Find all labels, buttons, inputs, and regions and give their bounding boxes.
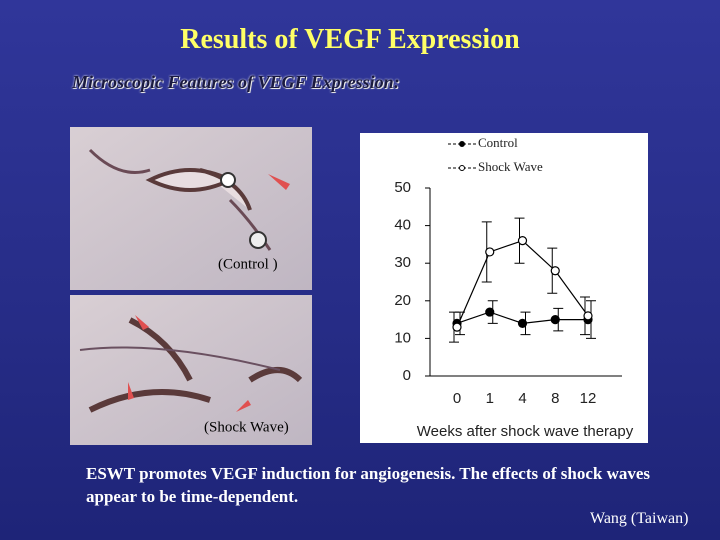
y-tick-label: 20 xyxy=(394,292,411,309)
caption: ESWT promotes VEGF induction for angioge… xyxy=(86,464,651,506)
data-point xyxy=(485,307,495,317)
legend-marker xyxy=(459,165,465,171)
image-label: (Control ) xyxy=(218,256,278,272)
data-point xyxy=(517,318,528,328)
chart-panel xyxy=(360,133,648,443)
data-point xyxy=(485,247,495,257)
micrograph-control xyxy=(70,127,312,290)
x-tick-label: 8 xyxy=(551,390,559,407)
chart: 0 10 20 30 40 50 0 1 4 8 12 Weeks after shock wave … xyxy=(394,135,633,440)
micrograph-shock-wave xyxy=(70,295,312,445)
x-tick-label: 1 xyxy=(486,390,494,407)
x-tick-label: 4 xyxy=(518,390,526,407)
legend-marker xyxy=(459,141,465,147)
x-axis-label: Weeks after shock wave therapy xyxy=(417,423,634,440)
data-point xyxy=(452,322,462,332)
data-point xyxy=(550,266,560,276)
y-tick-label: 30 xyxy=(394,254,411,271)
data-point xyxy=(583,311,593,321)
data-point xyxy=(517,236,528,246)
subtitle: Microscopic Features of VEGF Expression: xyxy=(72,72,400,92)
y-tick-label: 0 xyxy=(403,367,411,384)
y-tick-label: 50 xyxy=(394,179,411,196)
y-tick-label: 40 xyxy=(394,217,411,234)
y-tick-label: 10 xyxy=(394,329,411,346)
credit: Wang (Taiwan) xyxy=(590,510,689,527)
image-label: (Shock Wave) xyxy=(204,419,289,435)
data-point xyxy=(550,315,560,325)
x-tick-label: 0 xyxy=(453,390,461,407)
x-tick-label: 12 xyxy=(580,390,597,407)
legend-label: Control xyxy=(478,135,518,150)
legend-label: Shock Wave xyxy=(478,159,543,174)
slide-title: Results of VEGF Expression xyxy=(180,24,520,55)
